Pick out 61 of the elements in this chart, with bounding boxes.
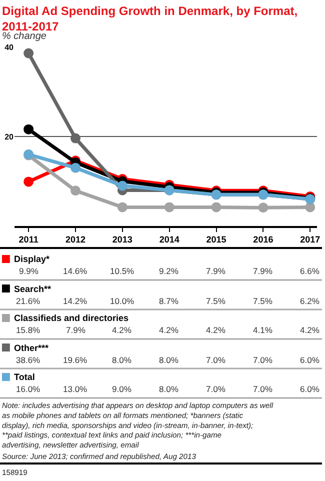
data-label: 7.0%	[206, 384, 226, 394]
data-label: 8.0%	[159, 384, 179, 394]
point	[24, 176, 34, 187]
data-label: 16.0%	[16, 384, 41, 394]
data-label: 15.8%	[16, 325, 41, 335]
legend-label: Classifieds and directories	[14, 313, 129, 323]
point	[117, 180, 128, 191]
x-tick-label: 2012	[65, 234, 86, 245]
x-tick-label: 2016	[253, 234, 274, 245]
data-label: 7.9%	[206, 266, 226, 276]
data-label: 4.2%	[206, 325, 226, 335]
point	[24, 48, 34, 58]
data-label: 7.0%	[206, 355, 226, 365]
data-label: 21.6%	[16, 296, 41, 306]
data-label: 7.5%	[206, 296, 226, 306]
data-label: 6.2%	[300, 296, 320, 306]
data-label: 9.9%	[19, 266, 39, 276]
data-label: 8.7%	[159, 296, 179, 306]
data-label: 14.6%	[63, 266, 88, 276]
data-label: 13.0%	[63, 384, 88, 394]
legend-label: Display*	[14, 254, 50, 264]
point	[258, 202, 268, 213]
data-label: 7.0%	[253, 355, 273, 365]
data-label: 19.6%	[63, 355, 88, 365]
point	[164, 202, 174, 212]
data-label: 7.9%	[66, 325, 86, 335]
data-label: 4.2%	[159, 325, 179, 335]
legend-label: Total	[14, 372, 35, 382]
data-label: 14.2%	[63, 296, 88, 306]
data-label: 10.5%	[110, 266, 135, 276]
point	[70, 162, 80, 173]
data-label: 10.0%	[110, 296, 135, 306]
data-label: 6.0%	[300, 355, 320, 365]
data-label: 7.5%	[253, 296, 273, 306]
x-tick-label: 2017	[300, 234, 320, 245]
data-label: 9.0%	[112, 384, 132, 394]
x-tick-label: 2011	[18, 234, 38, 245]
point	[117, 202, 128, 212]
x-tick-label: 2014	[159, 234, 180, 245]
x-tick-label: 2015	[206, 234, 226, 245]
point	[70, 186, 80, 196]
point	[211, 202, 222, 212]
data-label: 8.0%	[159, 355, 179, 365]
data-label: 9.2%	[159, 266, 179, 276]
y-tick-label: 20	[4, 132, 14, 142]
y-tick-label: 40	[4, 42, 14, 52]
data-label: 7.0%	[253, 384, 273, 394]
chart-subtitle: % change	[2, 31, 47, 42]
data-label: 4.2%	[112, 325, 132, 335]
data-label: 4.1%	[253, 325, 273, 335]
point	[70, 133, 80, 144]
data-label: 6.6%	[300, 266, 320, 276]
legend-label: Other***	[14, 343, 50, 353]
data-label: 6.0%	[300, 384, 320, 394]
data-label: 38.6%	[16, 355, 41, 365]
x-tick-label: 2013	[112, 234, 132, 245]
data-label: 4.2%	[300, 325, 320, 335]
legend-label: Search**	[14, 284, 52, 294]
data-label: 8.0%	[112, 355, 132, 365]
point	[24, 124, 34, 134]
data-label: 7.9%	[253, 266, 273, 276]
